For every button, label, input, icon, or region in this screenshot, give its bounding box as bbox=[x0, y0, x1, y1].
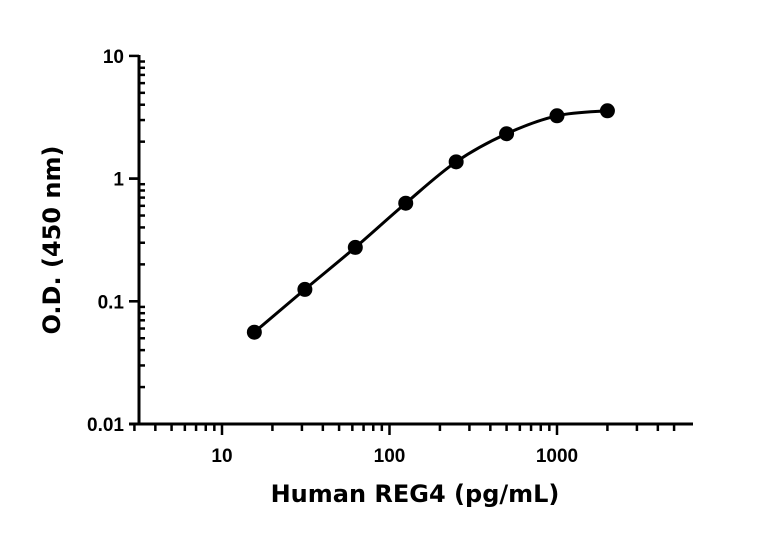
y-tick-label: 0.1 bbox=[98, 292, 125, 313]
x-axis-tick-labels: 10 100 1000 bbox=[211, 446, 578, 467]
y-tick-label: 10 bbox=[103, 47, 124, 68]
data-point bbox=[599, 103, 615, 119]
x-tick-label: 10 bbox=[211, 446, 232, 467]
data-point bbox=[347, 239, 363, 255]
data-point bbox=[246, 324, 262, 340]
x-tick-label: 1000 bbox=[536, 446, 578, 467]
y-tick-label: 1 bbox=[113, 170, 124, 191]
x-axis-title: Human REG4 (pg/mL) bbox=[271, 480, 560, 508]
data-point bbox=[297, 281, 313, 297]
data-points bbox=[246, 103, 615, 340]
data-point bbox=[398, 195, 414, 211]
y-axis-title: O.D. (450 nm) bbox=[38, 146, 66, 335]
data-point bbox=[448, 154, 464, 170]
x-tick-label: 100 bbox=[374, 446, 406, 467]
fit-curve bbox=[253, 109, 608, 334]
y-tick-label: 0.01 bbox=[87, 415, 124, 436]
data-point bbox=[549, 108, 565, 124]
y-axis-ticks bbox=[129, 54, 145, 426]
x-axis-ticks bbox=[133, 424, 676, 435]
y-axis-tick-labels: 0.01 0.1 1 10 bbox=[87, 47, 124, 436]
data-point bbox=[499, 126, 515, 142]
